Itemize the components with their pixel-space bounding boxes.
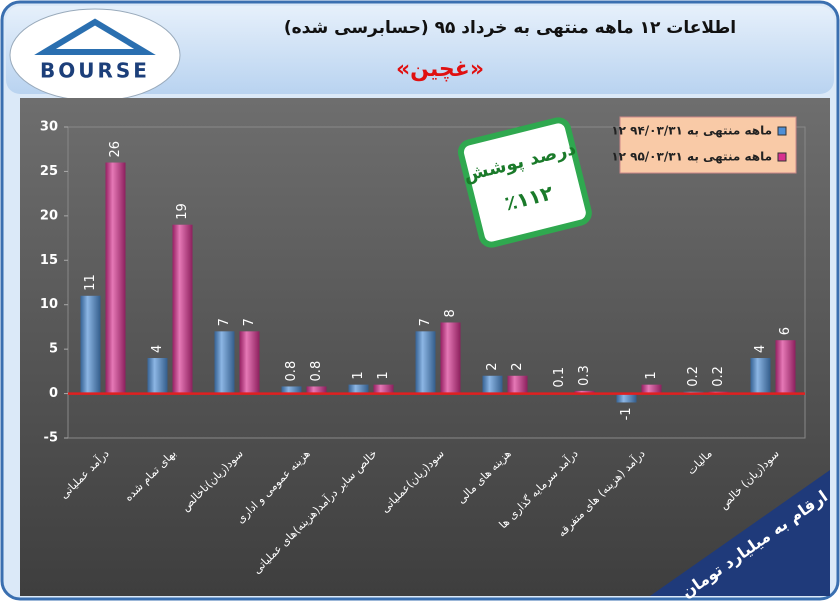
bar-shine bbox=[239, 331, 260, 394]
bar-shine bbox=[440, 322, 461, 394]
annotation-box bbox=[457, 117, 592, 248]
bar-shine bbox=[507, 375, 528, 394]
data-label: 4 bbox=[150, 345, 165, 353]
bar-shine bbox=[172, 224, 193, 394]
data-label: 1 bbox=[351, 371, 366, 379]
bar-shine bbox=[80, 295, 101, 394]
data-label: 8 bbox=[443, 309, 458, 317]
data-label: 0.1 bbox=[552, 367, 567, 388]
logo-text: BOURSE bbox=[40, 59, 150, 83]
data-label: 0.3 bbox=[577, 365, 592, 386]
bar-shine bbox=[281, 386, 302, 394]
bar-shine bbox=[147, 358, 168, 394]
data-label: 6 bbox=[778, 327, 793, 335]
bar-shine bbox=[105, 162, 126, 394]
legend-swatch bbox=[777, 152, 787, 162]
plot-area bbox=[67, 126, 806, 439]
y-tick-label: -5 bbox=[44, 431, 58, 446]
bar-shine bbox=[616, 393, 637, 403]
data-label: 26 bbox=[108, 141, 123, 158]
bar-shine bbox=[750, 358, 771, 394]
y-tick-label: 25 bbox=[40, 164, 58, 179]
data-label: 7 bbox=[242, 318, 257, 326]
y-tick-label: 10 bbox=[40, 297, 58, 312]
legend bbox=[619, 116, 797, 174]
chart-subtitle: «غچین» bbox=[396, 57, 484, 82]
data-label: -1 bbox=[619, 407, 634, 420]
data-label: 7 bbox=[418, 318, 433, 326]
data-label: 19 bbox=[175, 203, 190, 220]
data-label: 7 bbox=[217, 318, 232, 326]
bar-shine bbox=[482, 375, 503, 394]
data-label: 0.8 bbox=[309, 361, 324, 382]
bar-shine bbox=[641, 384, 662, 394]
data-label: 4 bbox=[753, 345, 768, 353]
data-label: 2 bbox=[485, 363, 500, 371]
bar-shine bbox=[348, 384, 369, 394]
bar-shine bbox=[214, 331, 235, 394]
note-bg bbox=[650, 470, 830, 596]
legend-swatch bbox=[777, 126, 787, 136]
legend-label: ۱۲ ماهه منتهی به ۹۵/۰۳/۳۱ bbox=[611, 150, 772, 164]
y-tick-label: 15 bbox=[40, 253, 58, 268]
y-tick-label: 5 bbox=[49, 342, 58, 357]
chart-title: اطلاعات ۱۲ ماهه منتهی به خرداد ۹۵ (حسابر… bbox=[284, 18, 736, 38]
legend-label: ۱۲ ماهه منتهی به ۹۴/۰۳/۳۱ bbox=[611, 124, 772, 138]
logo-mark bbox=[34, 18, 156, 55]
data-label: 0.8 bbox=[284, 361, 299, 382]
y-tick-label: 30 bbox=[40, 120, 58, 135]
bar-shine bbox=[373, 384, 394, 394]
y-tick-label: 0 bbox=[49, 386, 58, 401]
y-tick-label: 20 bbox=[40, 208, 58, 223]
header bbox=[6, 6, 834, 94]
data-label: 11 bbox=[83, 274, 98, 291]
bar-shine bbox=[574, 390, 595, 394]
annotation: درصد پوشش ٪۱۱۲ bbox=[457, 117, 592, 248]
data-label: 0.2 bbox=[711, 366, 726, 387]
data-label: 1 bbox=[644, 371, 659, 379]
bar-shine bbox=[775, 340, 796, 394]
bar-shine bbox=[415, 331, 436, 394]
data-label: 1 bbox=[376, 371, 391, 379]
data-label: 0.2 bbox=[686, 366, 701, 387]
bar-shine bbox=[306, 386, 327, 394]
data-label: 2 bbox=[510, 363, 525, 371]
